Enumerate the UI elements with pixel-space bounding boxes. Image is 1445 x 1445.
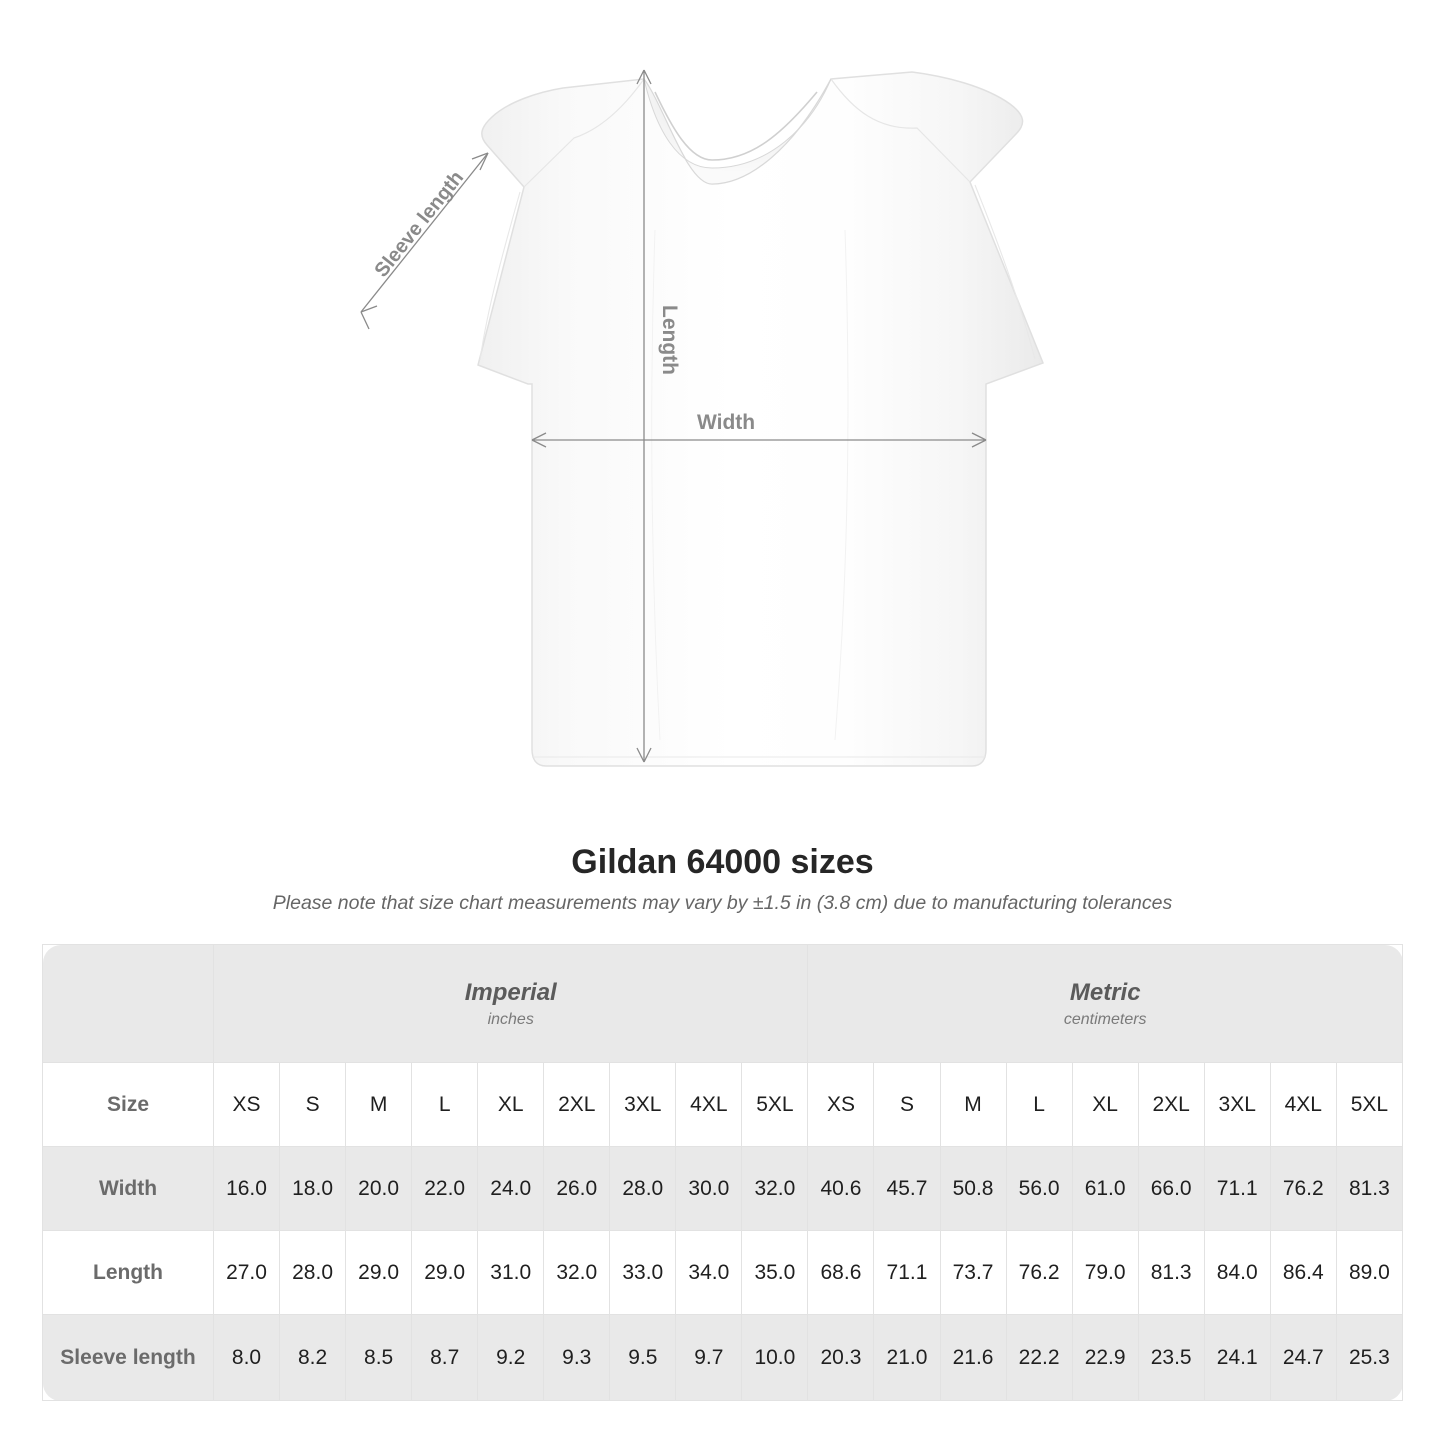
svg-text:Width: Width xyxy=(697,411,755,434)
svg-text:Sleeve length: Sleeve length xyxy=(370,167,468,281)
svg-text:Length: Length xyxy=(658,305,681,375)
